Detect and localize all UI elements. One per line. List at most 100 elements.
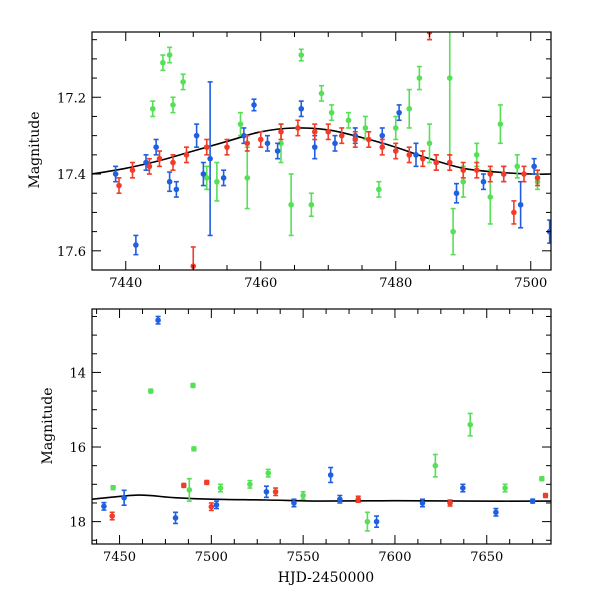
y-tick-label: 17.4 xyxy=(57,168,86,183)
point-marker xyxy=(497,121,504,127)
data-point xyxy=(257,131,264,148)
data-point xyxy=(345,111,352,129)
data-point xyxy=(143,154,149,171)
data-point xyxy=(376,180,382,198)
point-marker xyxy=(379,144,386,150)
data-point xyxy=(203,138,210,156)
data-point xyxy=(539,475,545,482)
y-tick-label: 17.6 xyxy=(57,245,86,260)
point-marker xyxy=(502,485,508,491)
point-marker xyxy=(467,421,474,428)
point-marker xyxy=(500,171,507,177)
point-marker xyxy=(224,144,230,150)
point-marker xyxy=(116,182,122,189)
data-point xyxy=(272,487,279,497)
data-point xyxy=(274,142,281,160)
top-frame xyxy=(91,31,552,271)
point-marker xyxy=(193,132,200,139)
point-marker xyxy=(460,485,466,491)
point-marker xyxy=(291,500,297,506)
point-marker xyxy=(473,167,480,173)
data-point xyxy=(116,177,122,195)
bottom-model-curve xyxy=(92,494,551,502)
point-marker xyxy=(345,117,352,124)
point-marker xyxy=(517,201,524,208)
top-series-blue xyxy=(112,81,551,256)
data-point xyxy=(112,165,119,183)
x-tick-label: 7450 xyxy=(103,550,136,565)
data-point xyxy=(183,146,190,164)
data-point xyxy=(217,483,224,493)
data-point xyxy=(173,180,180,198)
data-point xyxy=(416,65,423,91)
data-point xyxy=(180,73,186,91)
point-marker xyxy=(487,194,494,200)
data-point xyxy=(467,412,474,437)
data-point xyxy=(247,479,253,489)
data-point xyxy=(521,165,527,183)
bottom-series-red xyxy=(109,479,549,521)
point-marker xyxy=(531,163,537,170)
point-marker xyxy=(433,159,440,166)
point-marker xyxy=(147,388,154,394)
point-marker xyxy=(203,479,210,486)
data-point xyxy=(208,502,215,512)
top-panel-axes: 7440 7460 7480 7500 17.2 17.4 17.6 xyxy=(57,31,552,291)
data-point xyxy=(193,123,200,148)
point-marker xyxy=(237,121,244,127)
point-marker xyxy=(373,518,380,525)
data-point xyxy=(110,484,116,491)
point-marker xyxy=(352,136,359,143)
point-marker xyxy=(529,498,536,504)
data-point xyxy=(149,100,156,118)
bottom-panel: 7450 7500 7550 7600 7650 14 16 18 Magnitude HJD… xyxy=(40,308,552,586)
point-marker xyxy=(213,502,220,508)
x-tick-label: 7500 xyxy=(514,276,547,291)
data-point xyxy=(265,468,272,478)
point-marker xyxy=(473,152,480,158)
data-point xyxy=(311,123,318,141)
point-marker xyxy=(133,242,139,248)
data-point xyxy=(170,96,176,114)
data-point xyxy=(207,81,213,237)
point-marker xyxy=(446,159,453,166)
top-panel-data xyxy=(92,32,551,270)
point-marker xyxy=(251,102,257,108)
bottom-panel-axes: 7450 7500 7550 7600 7650 14 16 18 xyxy=(69,308,552,565)
point-marker xyxy=(166,178,173,185)
point-marker xyxy=(247,481,253,488)
top-y-axis-label: Magnitude xyxy=(27,111,43,188)
point-marker xyxy=(450,228,456,235)
point-marker xyxy=(274,148,281,154)
data-point xyxy=(365,131,372,148)
point-marker xyxy=(109,513,115,519)
data-point xyxy=(308,192,315,218)
data-point xyxy=(406,88,413,129)
bottom-y-axis-label: Magnitude xyxy=(40,387,56,464)
point-marker xyxy=(311,129,318,135)
point-marker xyxy=(328,109,335,116)
data-point xyxy=(327,466,334,484)
data-point xyxy=(213,500,220,510)
point-marker xyxy=(200,171,207,177)
point-marker xyxy=(244,140,251,147)
point-marker xyxy=(146,163,153,170)
data-point xyxy=(170,154,176,171)
point-marker xyxy=(396,109,402,116)
data-point xyxy=(166,46,173,64)
point-marker xyxy=(257,136,264,143)
point-marker xyxy=(129,167,136,173)
point-marker xyxy=(453,190,460,197)
data-point xyxy=(244,146,251,210)
data-point xyxy=(295,119,301,137)
y-tick-label: 14 xyxy=(69,366,86,381)
point-marker xyxy=(542,492,549,499)
data-point xyxy=(426,123,433,164)
data-point xyxy=(186,477,193,502)
data-point xyxy=(263,485,270,499)
data-point xyxy=(288,173,294,237)
point-marker xyxy=(447,500,453,506)
data-point xyxy=(362,115,369,141)
data-point xyxy=(156,150,163,168)
point-marker xyxy=(419,500,426,506)
